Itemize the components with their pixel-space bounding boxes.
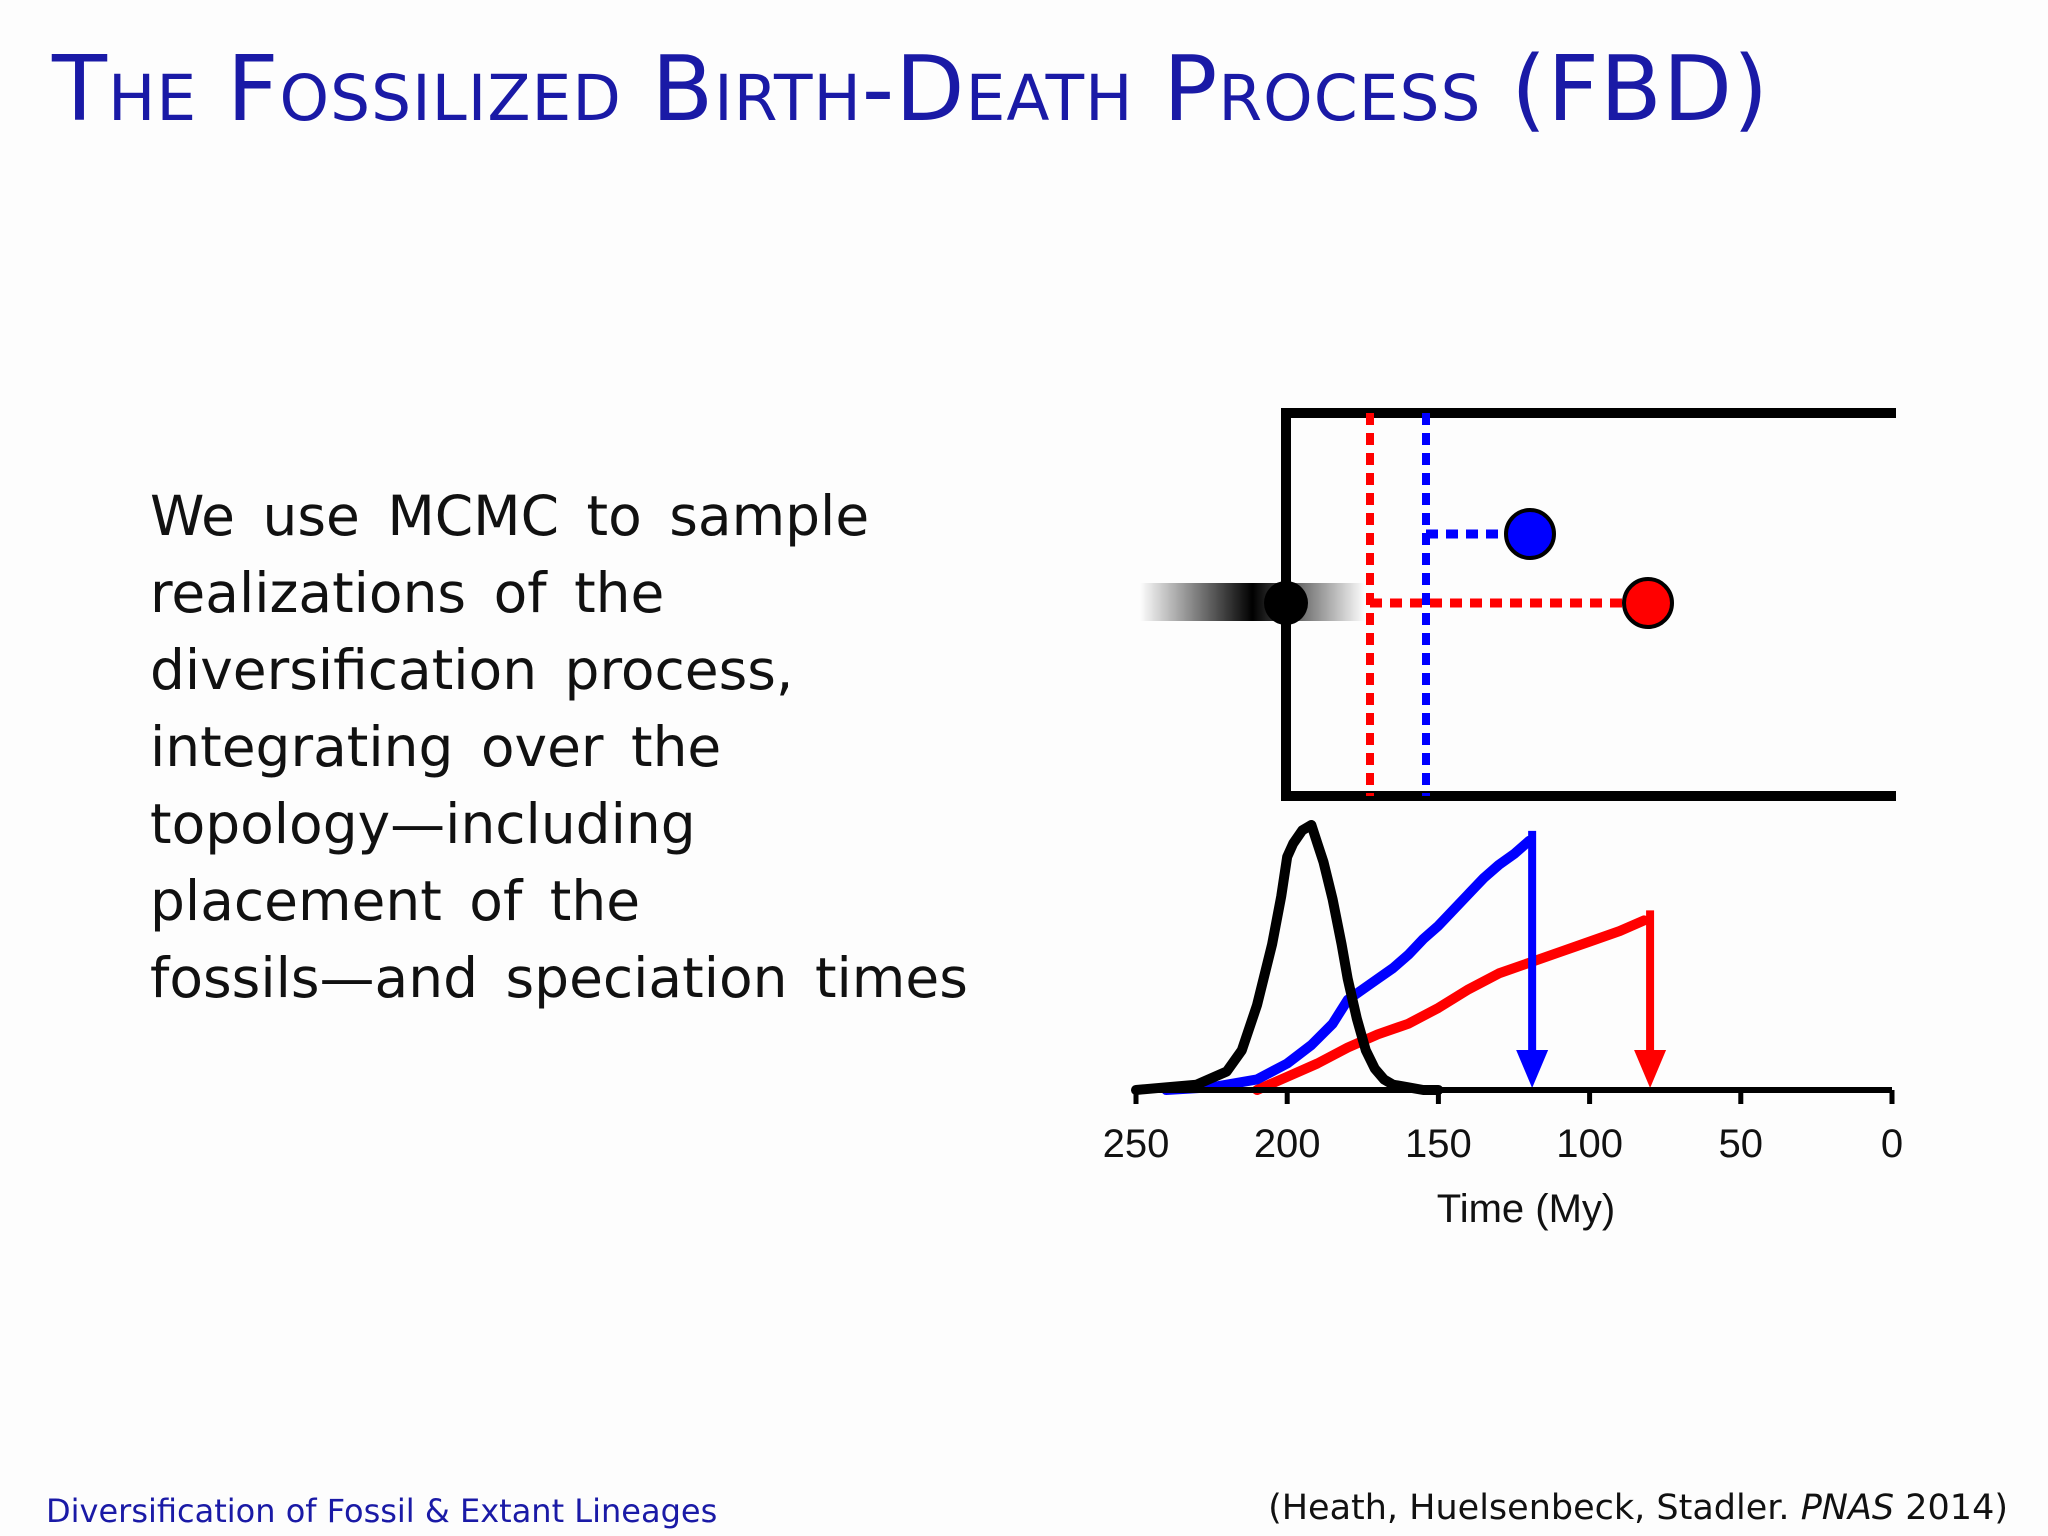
x-tick-label: 50: [1719, 1122, 1764, 1166]
root-node: [1264, 581, 1308, 625]
density-curve: [1131, 820, 1444, 1095]
fossil-age-arrow-head: [1516, 1050, 1549, 1088]
x-tick-label: 250: [1103, 1122, 1170, 1166]
x-tick-label: 0: [1881, 1122, 1903, 1166]
citation-suffix: 2014): [1894, 1488, 2008, 1528]
body-line: We use MCMC to sample: [150, 484, 870, 548]
root-stem-blur: [1140, 583, 1365, 621]
body-line: placement of the: [150, 869, 641, 933]
arrow-layer: [1516, 830, 1667, 1088]
x-tick-label: 200: [1254, 1122, 1321, 1166]
body-line: diversification process,: [150, 638, 794, 702]
density-plot: 250 200 150 100 50 0 Time (My): [1103, 820, 1903, 1231]
blue-fossil-node: [1504, 508, 1556, 560]
footer-citation: (Heath, Huelsenbeck, Stadler. PNAS 2014): [1268, 1488, 2008, 1528]
footer-course-title: Diversification of Fossil & Extant Linea…: [46, 1492, 718, 1530]
citation-prefix: (Heath, Huelsenbeck, Stadler.: [1268, 1488, 1801, 1528]
x-axis-ticks: 250 200 150 100 50 0: [1103, 1090, 1903, 1166]
slide-body: We use MCMC to sample realizations of th…: [150, 478, 968, 1017]
fossil-age-arrow-head: [1634, 1050, 1667, 1088]
density-curve: [1252, 915, 1649, 1095]
body-line: fossils—and speciation times: [150, 946, 968, 1010]
tree-diagram: [1140, 408, 1896, 801]
body-line: topology—including: [150, 792, 696, 856]
x-axis-label: Time (My): [1437, 1187, 1615, 1231]
series-layer: [1131, 820, 1649, 1095]
red-fossil-node: [1622, 577, 1674, 629]
x-tick-label: 100: [1556, 1122, 1623, 1166]
body-line: integrating over the: [150, 715, 722, 779]
slide-title: The Fossilized Birth-Death Process (FBD): [52, 37, 1770, 142]
citation-journal: PNAS: [1800, 1488, 1895, 1528]
body-line: realizations of the: [150, 561, 665, 625]
x-tick-label: 150: [1405, 1122, 1472, 1166]
density-curve: [1161, 835, 1535, 1095]
